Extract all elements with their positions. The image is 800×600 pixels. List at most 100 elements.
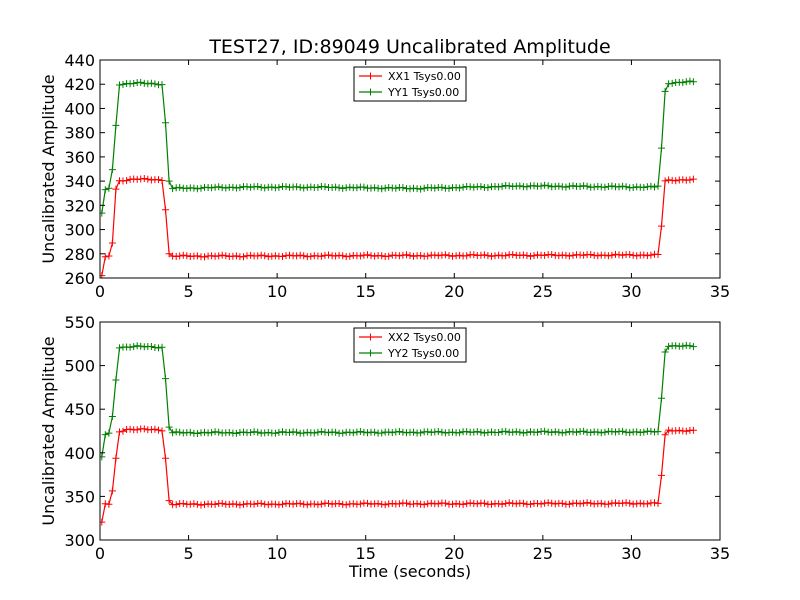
bottom-series-2-point-79	[378, 429, 386, 437]
bottom-series-1-point-56	[296, 499, 304, 507]
bottom-y-tick-label-3: 450	[64, 400, 95, 419]
top-series-2-point-153	[640, 184, 648, 191]
bottom-series-1-point-80	[381, 501, 389, 509]
bottom-series-1-point-5	[116, 428, 123, 436]
top-legend: XX1 Tsys0.00 YY1 Tsys0.00	[353, 66, 467, 102]
bottom-x-tick-label-2: 10	[267, 544, 287, 563]
top-series-2-point-131	[562, 183, 570, 191]
top-series-2-point-66	[332, 183, 340, 191]
bottom-series-2-point-20	[169, 429, 177, 437]
bottom-series-2-point-84	[395, 428, 403, 435]
bottom-series-1-point-0	[100, 518, 106, 526]
top-series-1-point-86	[403, 251, 410, 259]
bottom-series-2-point-53	[286, 429, 293, 436]
bottom-series-1-point-47	[264, 501, 272, 509]
top-x-tick-label-2: 10	[267, 282, 287, 301]
bottom-series-1-point-86	[403, 499, 410, 507]
top-series-1-point-51	[279, 253, 286, 260]
top-series-1-point-70	[346, 252, 354, 260]
bottom-series-2-point-90	[417, 429, 425, 437]
top-series-2-point-120	[523, 183, 531, 191]
top-x-tick-label-6: 30	[621, 282, 641, 301]
top-legend-frame	[353, 66, 467, 102]
top-y-tick-label-1: 280	[64, 245, 95, 264]
top-series-1-point-4	[112, 185, 120, 193]
bottom-series-2-point-107	[477, 428, 485, 436]
bottom-series-2-point-123	[534, 428, 541, 436]
bottom-series-2-point-42	[247, 429, 255, 436]
bottom-series-2-point-50	[275, 428, 283, 436]
bottom-series-1-point-156	[651, 499, 658, 507]
bottom-series-2-point-60	[310, 429, 318, 437]
top-series-1-point-140	[594, 252, 602, 260]
top-series-1-point-149	[626, 251, 634, 258]
top-series-1-point-13	[144, 175, 152, 183]
top-series-1-point-144	[608, 251, 616, 259]
bottom-series-1-point-137	[583, 499, 591, 507]
top-series-2-point-144	[608, 182, 616, 190]
top-series-1-point-16	[155, 176, 162, 184]
bottom-series-2-point-153	[640, 428, 648, 436]
bottom-series-1-point-158	[658, 471, 665, 479]
bottom-series-1-point-125	[541, 499, 549, 507]
bottom-series-1-point-157	[654, 499, 662, 507]
bottom-series-2-point-66	[332, 428, 340, 436]
top-x-tick-label-4: 20	[444, 282, 464, 301]
top-series-2-point-135	[576, 182, 584, 190]
bottom-legend-marker-1	[367, 333, 374, 341]
top-series-1-point-73	[356, 252, 364, 260]
bottom-series-2	[100, 341, 697, 461]
top-series-2-point-78	[374, 184, 382, 192]
bottom-series-2-point-68	[339, 429, 347, 437]
top-series-2-point-56	[296, 183, 304, 191]
top-y-axis-label: Uncalibrated Amplitude	[39, 74, 58, 263]
top-axes-frame	[99, 59, 721, 279]
top-series-2-point-124	[537, 182, 545, 190]
top-series-1-point-142	[601, 251, 609, 259]
bottom-series-2-point-92	[424, 428, 432, 436]
top-series-2-point-24	[183, 185, 191, 192]
top-series-2-point-5	[116, 81, 123, 89]
top-x-axis: 0 5 10 15 20 25 30 35	[95, 60, 730, 301]
top-series-2-point-165	[682, 78, 690, 86]
bottom-series-2-point-88	[410, 428, 417, 436]
top-series-1-point-38	[232, 252, 240, 260]
bottom-series-2-point-127	[548, 428, 556, 436]
top-series-2-point-0	[100, 209, 106, 217]
bottom-series-1-point-3	[108, 487, 116, 495]
bottom-series-2-point-159	[661, 348, 669, 356]
bottom-series-1-point-149	[626, 499, 634, 507]
bottom-series-1-point-148	[622, 499, 630, 507]
bottom-series-2-point-166	[686, 342, 694, 350]
bottom-series-2-point-118	[516, 428, 524, 436]
top-legend-marker-1	[367, 72, 374, 80]
bottom-series-1-point-130	[558, 499, 566, 507]
top-series-1-point-53	[286, 251, 293, 259]
top-legend-marker-2	[367, 88, 374, 96]
top-series-2-point-1	[101, 186, 109, 194]
top-y-tick-label-7: 400	[64, 99, 95, 118]
top-series-1-point-120	[523, 252, 531, 259]
bottom-series-1-point-127	[548, 499, 556, 507]
bottom-panel: Uncalibrated Amplitude 0 5 10 15 20 25 30 35300…	[39, 313, 730, 563]
bottom-series-1-point-38	[232, 500, 240, 508]
bottom-series-2-point-72	[353, 428, 361, 436]
top-series-1-point-17	[158, 177, 166, 184]
top-series-2-point-48	[268, 183, 276, 191]
bottom-x-tick-label-1: 5	[183, 544, 193, 563]
top-series-2-point-101	[456, 184, 464, 192]
bottom-series-1-point-152	[636, 499, 644, 507]
top-series-2-point-11	[137, 78, 145, 86]
bottom-series-1-point-16	[155, 426, 162, 434]
bottom-series-1-point-121	[527, 500, 534, 508]
top-series-1-point-103	[463, 252, 471, 260]
bottom-x-axis: 0 5 10 15 20 25 30 35	[95, 322, 730, 563]
bottom-series-1-point-73	[356, 500, 364, 508]
top-series-2-point-20	[169, 185, 177, 193]
top-series-2-point-80	[381, 184, 389, 192]
top-series-1-point-59	[307, 252, 315, 260]
top-series-2-point-146	[615, 183, 623, 191]
bottom-series-2-point-61	[314, 428, 322, 436]
bottom-series-2-point-11	[137, 342, 145, 350]
top-series-1-point-27	[193, 252, 201, 260]
